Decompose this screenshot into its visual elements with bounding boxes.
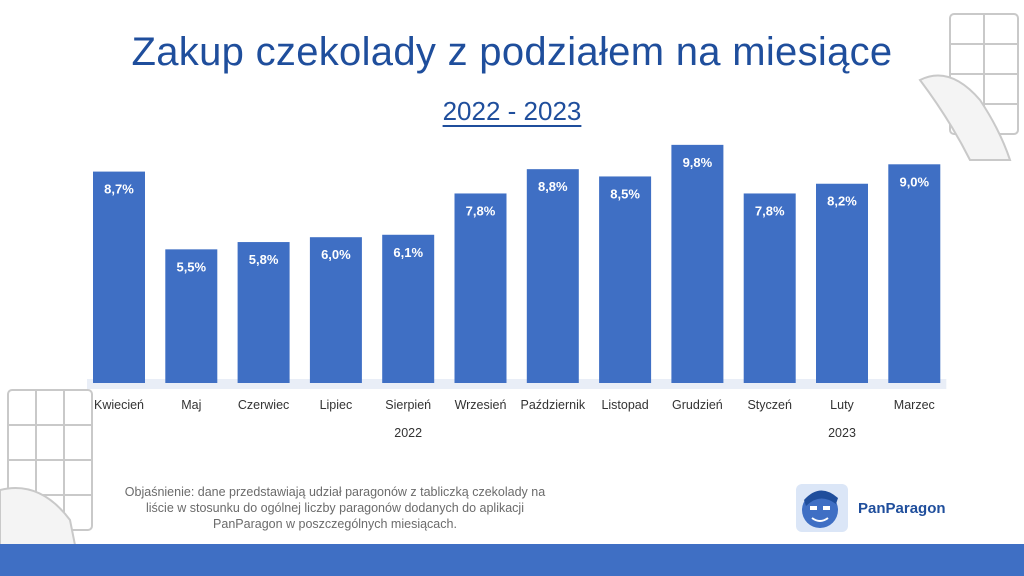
bar-value-label-0: 8,7% [104,182,134,197]
bar-value-label-3: 6,0% [321,247,351,262]
bar-7 [599,176,652,383]
category-label-2: Czerwiec [238,398,289,412]
bar-3 [309,237,362,383]
bar-1 [165,249,218,383]
bar-5 [454,193,507,383]
category-label-4: Sierpień [385,398,431,412]
bar-value-label-8: 9,8% [683,155,713,170]
bar-value-label-6: 8,8% [538,179,568,194]
bar-4 [382,234,435,383]
bar-9 [743,193,796,383]
footer-bar [0,544,1024,576]
bar-value-label-4: 6,1% [393,245,423,260]
category-label-1: Maj [181,398,201,412]
bar-value-label-1: 5,5% [176,259,206,274]
bar-value-label-10: 8,2% [827,194,857,209]
bar-2 [237,242,290,383]
category-label-9: Styczeń [747,398,792,412]
chocolate-bar-icon-bottom-left [0,389,93,546]
logo-text: PanParagon [858,500,946,517]
year-group-label-0: 2022 [394,426,422,440]
category-label-3: Lipiec [320,398,353,412]
bar-11 [888,164,941,383]
category-label-5: Wrzesień [455,398,507,412]
bar-value-label-9: 7,8% [755,203,785,218]
category-label-6: Październik [520,398,585,412]
category-label-7: Listopad [601,398,648,412]
category-label-8: Grudzień [672,398,723,412]
chart-subtitle-text: 2022 - 2023 [442,96,582,126]
category-label-0: Kwiecień [94,398,144,412]
chart-subtitle: 2022 - 2023 [0,96,1024,127]
year-group-label-1: 2023 [828,426,856,440]
category-label-11: Marzec [894,398,935,412]
chart-baseline-shadow [87,379,947,389]
explanation-note: Objaśnienie: dane przedstawiają udział p… [124,485,546,531]
category-label-10: Luty [830,398,854,412]
bar-8 [671,144,724,383]
chocolate-bar-icon-top-right [918,13,1019,161]
bar-value-label-11: 9,0% [899,174,929,189]
panparagon-logo [796,484,848,532]
bar-10 [816,183,868,383]
bar-value-label-5: 7,8% [466,203,496,218]
chart-title: Zakup czekolady z podziałem na miesiące [131,30,893,74]
bar-value-label-2: 5,8% [249,252,279,267]
bar-0 [93,171,145,383]
bar-6 [526,169,579,383]
bar-value-label-7: 8,5% [610,186,640,201]
